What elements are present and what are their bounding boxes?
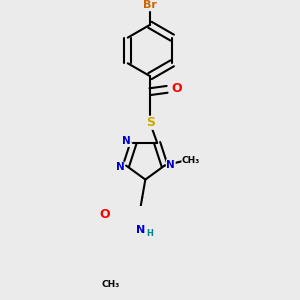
- Text: O: O: [100, 208, 110, 221]
- Text: H: H: [147, 229, 153, 238]
- Text: N: N: [136, 225, 145, 235]
- Text: CH₃: CH₃: [182, 156, 200, 165]
- Text: CH₃: CH₃: [102, 280, 120, 290]
- Text: O: O: [171, 82, 182, 95]
- Text: N: N: [122, 136, 131, 146]
- Text: Br: Br: [143, 0, 157, 11]
- Text: S: S: [146, 116, 155, 129]
- Text: N: N: [167, 160, 175, 170]
- Text: N: N: [116, 162, 124, 172]
